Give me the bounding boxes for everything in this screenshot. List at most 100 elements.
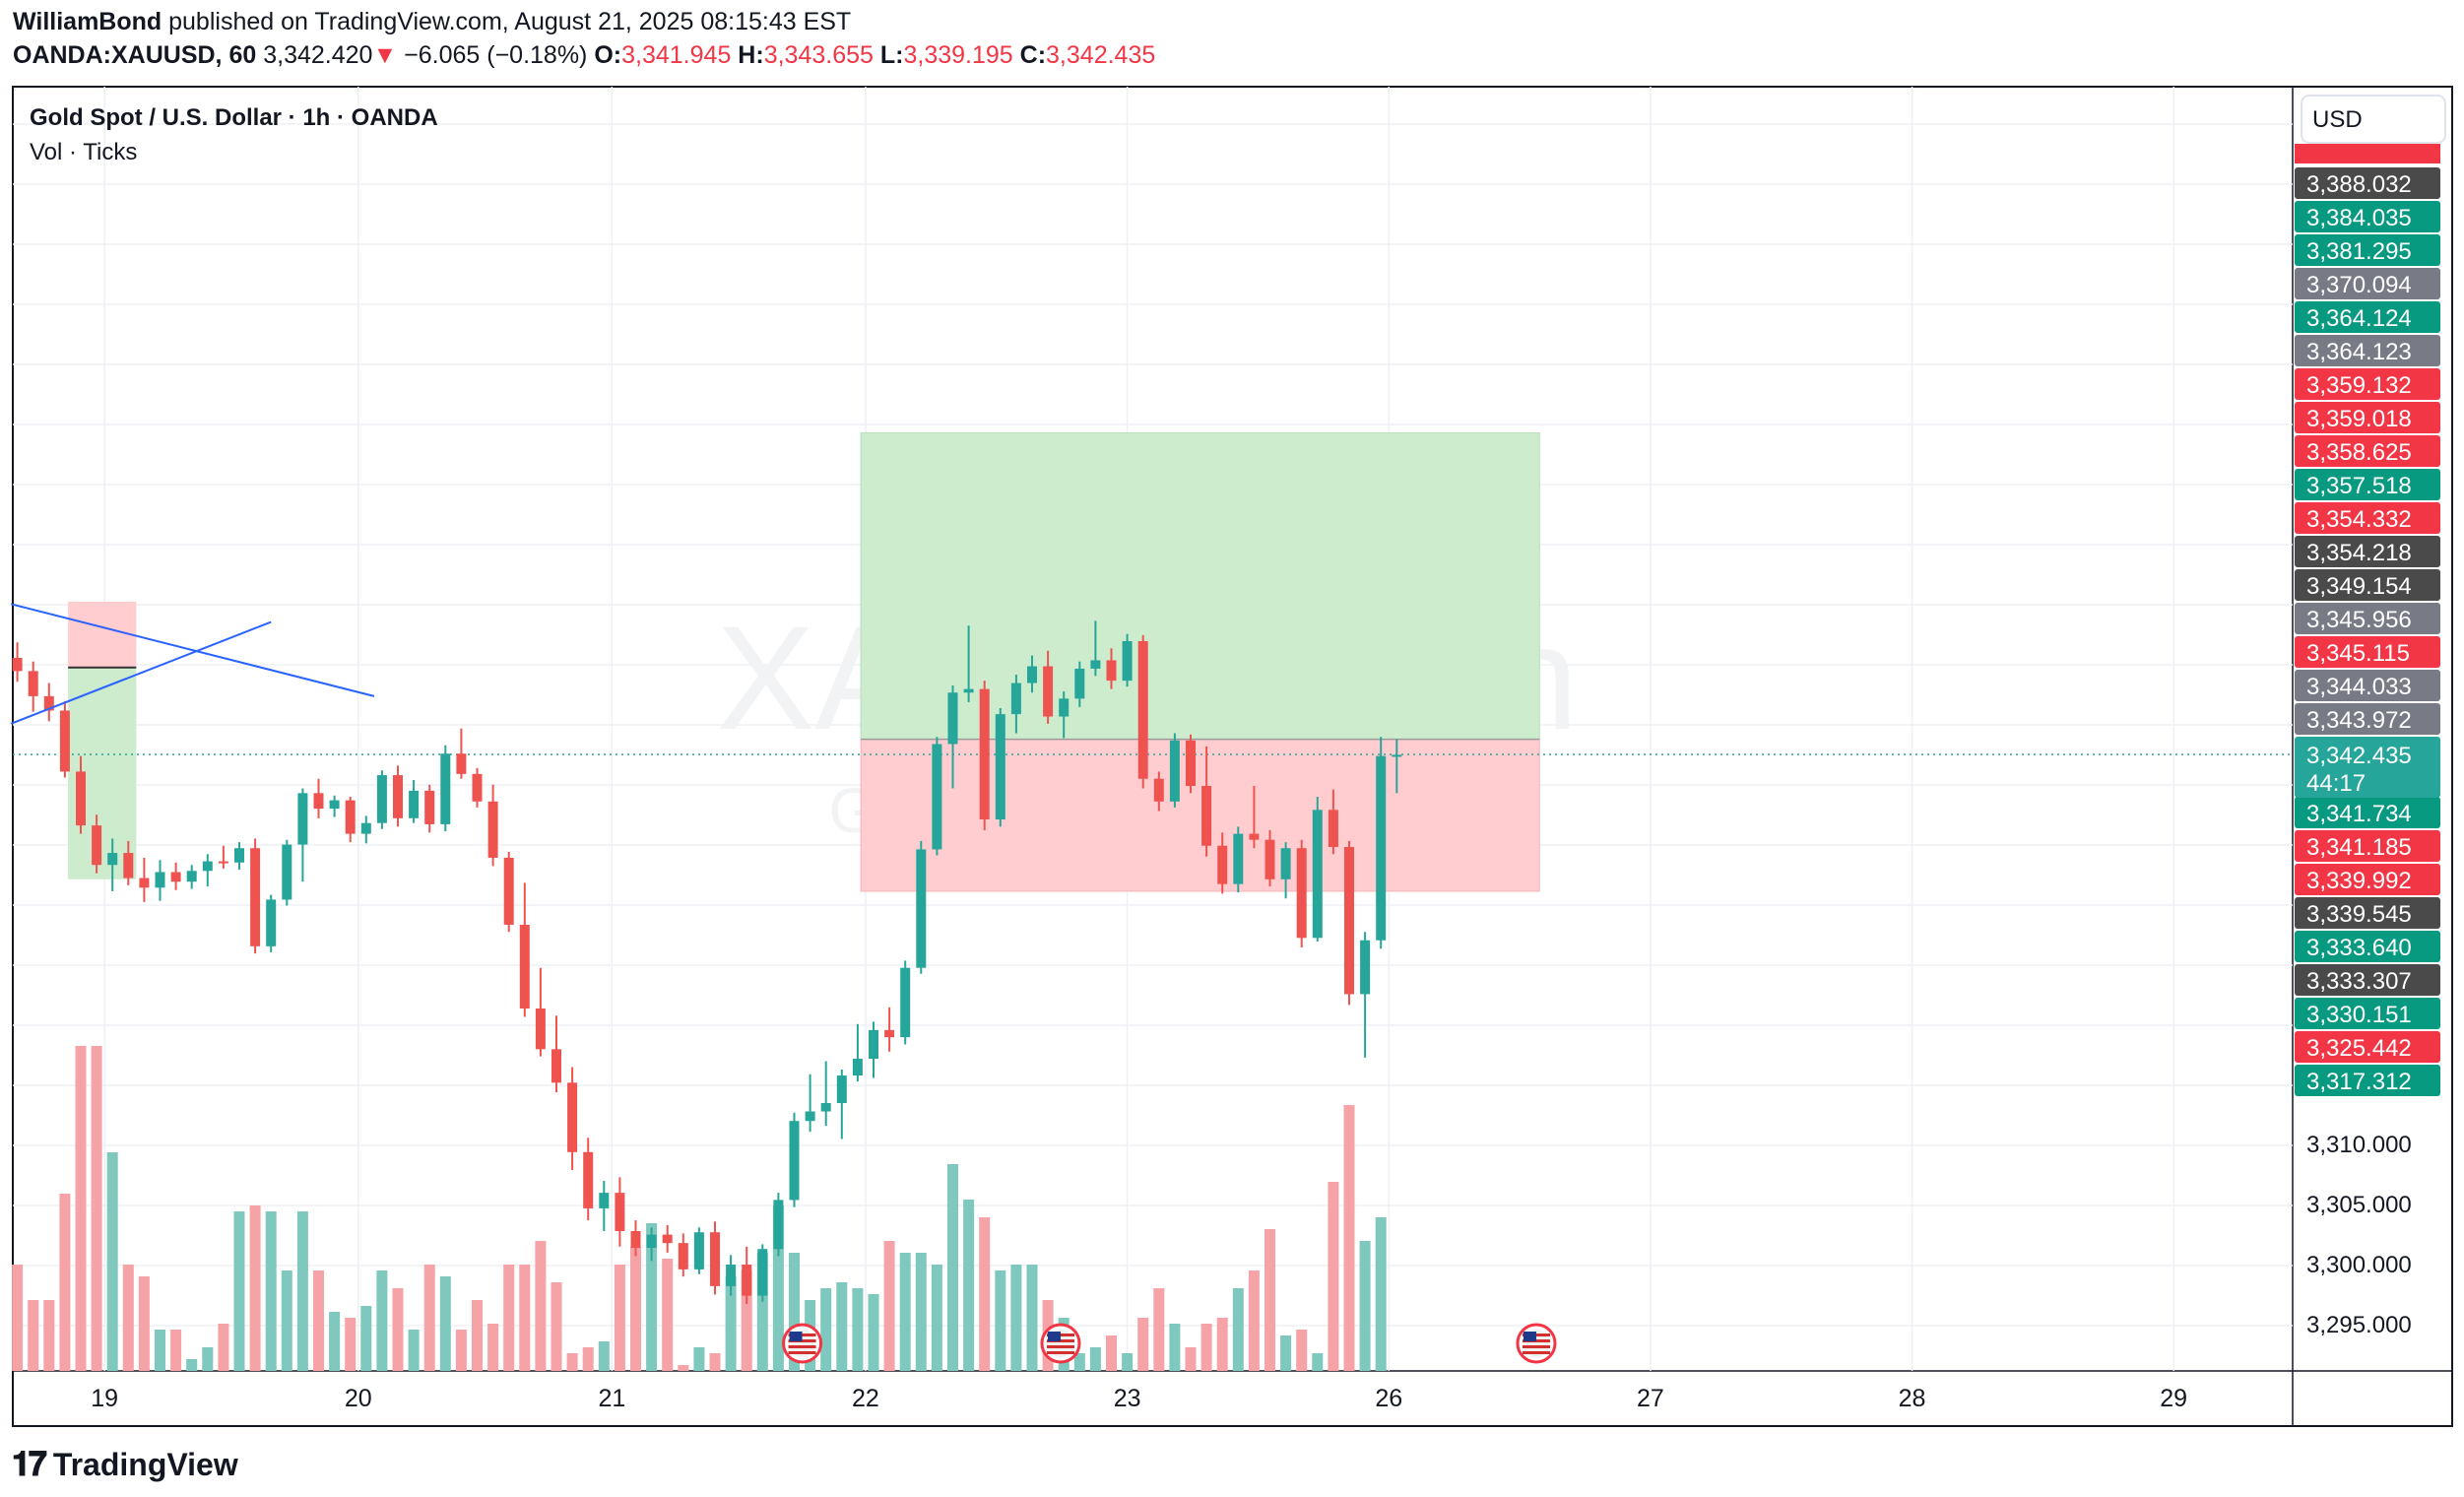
candle-body xyxy=(805,1111,815,1122)
price-tag: 3,358.625 xyxy=(2295,435,2440,467)
volume-bar xyxy=(313,1270,324,1371)
candle-body xyxy=(693,1232,704,1269)
volume-bar xyxy=(1296,1330,1308,1371)
candle xyxy=(932,737,942,856)
candle-body xyxy=(1010,683,1021,715)
us-flag-icon xyxy=(1040,1323,1081,1364)
candle xyxy=(155,860,165,901)
price-tag-bg xyxy=(2295,201,2440,232)
candle-body xyxy=(630,1230,641,1249)
candle xyxy=(979,681,990,830)
candle-body xyxy=(155,872,165,888)
volume-bar xyxy=(503,1265,515,1371)
x-tick-label: 22 xyxy=(852,1385,879,1412)
candle xyxy=(726,1255,737,1296)
author-name[interactable]: WilliamBond xyxy=(13,8,162,35)
candle-body xyxy=(1312,810,1323,939)
volume-bars xyxy=(12,1046,1387,1371)
candle-body xyxy=(900,967,911,1038)
candle xyxy=(1122,633,1133,687)
volume-bar xyxy=(1264,1229,1275,1371)
candle-body xyxy=(1043,666,1054,717)
candle-body xyxy=(170,872,181,882)
price-tag-label: 3,345.956 xyxy=(2306,607,2412,633)
volume-bar xyxy=(1089,1347,1101,1371)
grid xyxy=(13,87,2293,1371)
volume-bar xyxy=(439,1276,451,1371)
volume-bar xyxy=(43,1300,55,1371)
price-tag-label: 3,341.734 xyxy=(2306,801,2412,827)
candle xyxy=(630,1220,641,1257)
volume-bar xyxy=(630,1247,641,1371)
volume-bar xyxy=(931,1265,942,1371)
candle xyxy=(250,838,261,954)
price-tag-label: 3,357.518 xyxy=(2306,473,2412,499)
volume-bar xyxy=(1359,1241,1371,1371)
x-tick-label: 23 xyxy=(1114,1385,1141,1412)
candle xyxy=(1392,739,1402,794)
candle-body xyxy=(234,848,244,863)
candle xyxy=(1296,839,1307,948)
price-tag-bg xyxy=(2295,1065,2440,1096)
price-tag-label: 3,358.625 xyxy=(2306,439,2412,466)
brand-name: TradingView xyxy=(52,1447,238,1482)
candle-body xyxy=(947,692,958,745)
down-arrow-icon: ▼ xyxy=(372,41,398,69)
volume-bar xyxy=(392,1288,404,1371)
price-tag: 3,384.035 xyxy=(2295,201,2440,232)
price-tag-label: 3,343.972 xyxy=(2306,707,2412,734)
candle xyxy=(1217,832,1228,894)
currency-selector xyxy=(2301,95,2446,144)
candle-body xyxy=(43,695,54,711)
volume-bar xyxy=(995,1270,1006,1371)
candle xyxy=(59,700,70,778)
candle xyxy=(710,1221,720,1295)
candle xyxy=(615,1177,625,1247)
volume-bar xyxy=(1026,1265,1038,1371)
volume-bar xyxy=(75,1046,87,1371)
candle-body xyxy=(456,753,467,774)
price-tag-bg xyxy=(2295,469,2440,500)
open-value: 3,341.945 xyxy=(621,41,732,69)
price-tag: 3,330.151 xyxy=(2295,998,2440,1029)
close-value: 3,342.435 xyxy=(1046,41,1156,69)
candle xyxy=(472,767,483,808)
candle-body xyxy=(963,688,974,693)
candle xyxy=(773,1193,784,1257)
candle-body xyxy=(345,800,356,834)
price-tag: 3,388.032 xyxy=(2295,167,2440,199)
candle-body xyxy=(583,1151,594,1208)
price-tag: 3,349.154 xyxy=(2295,569,2440,601)
candle xyxy=(409,779,420,823)
candle xyxy=(329,795,340,817)
volume-bar xyxy=(646,1223,658,1371)
volume-bar xyxy=(1010,1265,1022,1371)
volume-bar xyxy=(1200,1324,1212,1371)
candle-body xyxy=(869,1029,878,1060)
candle xyxy=(393,765,403,827)
countdown-label: 44:17 xyxy=(2306,770,2366,797)
volume-bar xyxy=(598,1341,610,1371)
price-tag-label: 3,345.115 xyxy=(2306,640,2410,667)
volume-bar xyxy=(709,1353,721,1371)
x-tick-label: 27 xyxy=(1637,1385,1664,1412)
candle xyxy=(869,1021,878,1078)
x-tick-label: 20 xyxy=(345,1385,372,1412)
candle-body xyxy=(1122,641,1133,682)
price-tag-bg xyxy=(2295,502,2440,534)
volume-bar xyxy=(852,1288,864,1371)
price-tag-label: 3,384.035 xyxy=(2306,205,2412,231)
candle xyxy=(1249,786,1260,849)
volume-bar xyxy=(1153,1288,1165,1371)
current-price-label: 3,342.435 xyxy=(2306,743,2412,769)
price-tag: 3,359.018 xyxy=(2295,402,2440,433)
volume-bar xyxy=(249,1205,261,1371)
candle-body xyxy=(995,714,1005,820)
candle xyxy=(1059,691,1070,739)
candle-body xyxy=(820,1102,831,1112)
y-tick-label: 3,310.000 xyxy=(2306,1132,2412,1158)
candle-body xyxy=(932,744,942,850)
price-tag: 3,339.992 xyxy=(2295,864,2440,895)
price-tag-label: 3,370.094 xyxy=(2306,272,2412,298)
